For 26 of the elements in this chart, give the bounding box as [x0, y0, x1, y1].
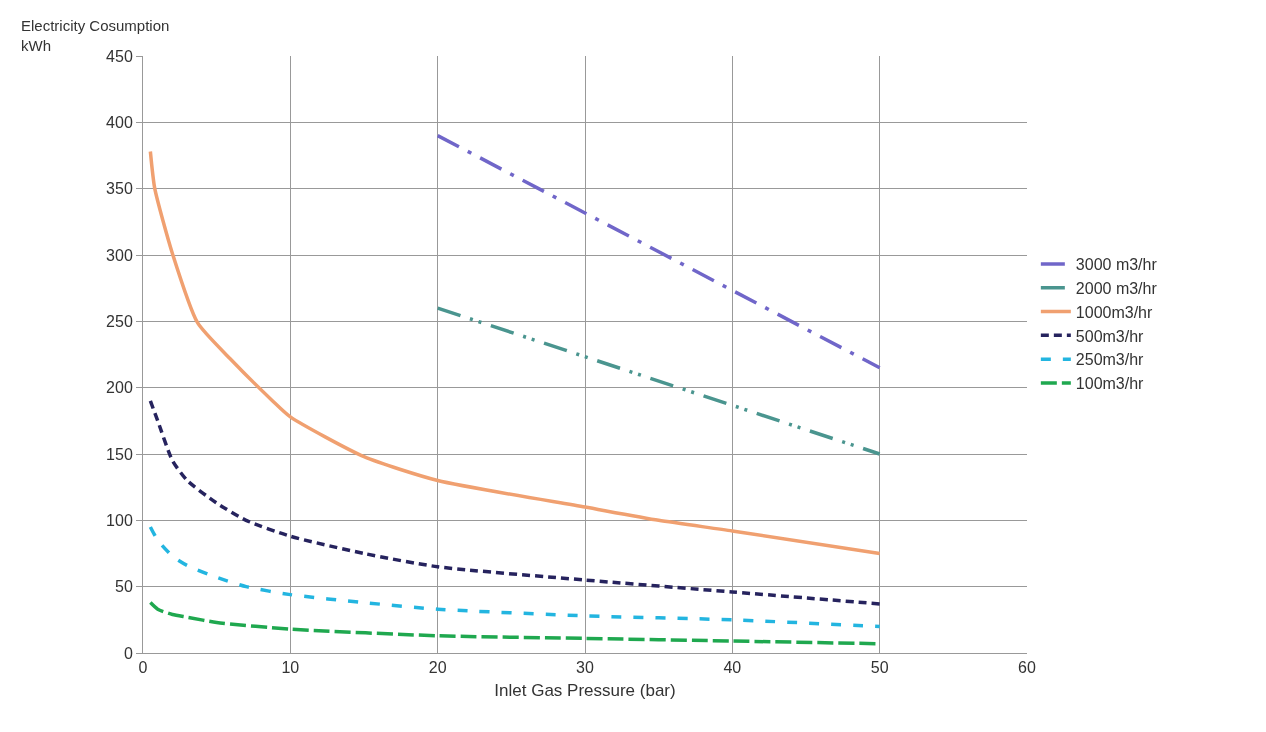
x-tick-label: 30: [576, 659, 594, 677]
line-series: [148, 149, 882, 556]
y-tick-label: 150: [106, 445, 133, 463]
legend-label: 2000 m3/hr: [1075, 279, 1158, 297]
y-tick-label: 400: [106, 113, 133, 131]
line-series: [148, 525, 882, 629]
y-tick-label: 0: [123, 644, 133, 662]
legend-label: 3000 m3/hr: [1075, 256, 1158, 274]
legend-label: 1000m3/hr: [1075, 303, 1153, 321]
x-tick-label: 60: [1018, 659, 1036, 677]
y-tick-label: 250: [106, 312, 133, 330]
y-tick-label: 350: [106, 180, 133, 198]
legend-label: 500m3/hr: [1075, 327, 1145, 345]
y-tick-label: 200: [106, 379, 133, 397]
x-tick-label: 50: [870, 659, 889, 677]
x-tick-label: 40: [723, 659, 742, 677]
legend-label: 250m3/hr: [1075, 351, 1145, 369]
line-series: [148, 399, 882, 606]
y-tick-label: 300: [106, 246, 133, 264]
y-tick-label: 100: [106, 511, 133, 529]
x-tick-label: 10: [281, 659, 300, 677]
legend-label: 100m3/hr: [1075, 375, 1145, 393]
x-tick-label: 20: [428, 659, 447, 677]
x-axis-title: Inlet Gas Pressure (bar): [494, 680, 676, 700]
y-tick-label: 50: [115, 578, 133, 596]
x-tick-label: 0: [138, 659, 148, 677]
